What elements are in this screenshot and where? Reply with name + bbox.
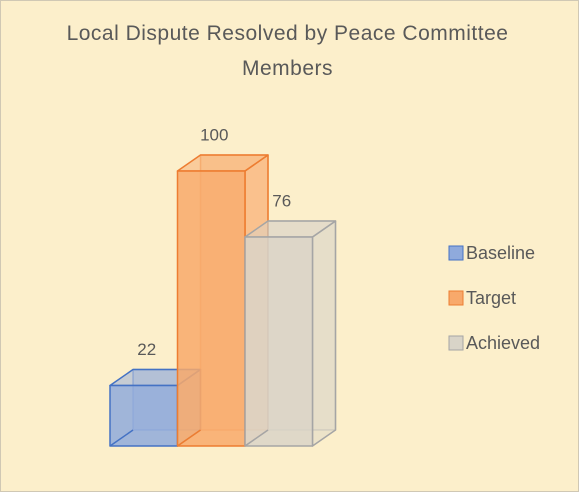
legend-swatch <box>448 245 464 261</box>
legend-label: Target <box>466 288 516 308</box>
bar-back-edge <box>109 429 134 447</box>
bar-front <box>176 170 246 447</box>
data-label: 22 <box>137 340 156 359</box>
bar-front <box>244 236 314 447</box>
bar-back-edge <box>244 429 269 447</box>
bar-back-edge <box>177 429 201 447</box>
data-label: 100 <box>200 125 228 144</box>
data-label: 76 <box>272 191 291 210</box>
bar-side <box>311 220 337 447</box>
legend-label: Baseline <box>466 243 535 263</box>
legend-swatch <box>448 290 464 306</box>
legend-label: Achieved <box>466 333 540 353</box>
chart-title: Local Dispute Resolved by Peace Committe… <box>66 22 509 80</box>
bar-front <box>109 384 179 447</box>
legend-swatch <box>448 335 464 351</box>
